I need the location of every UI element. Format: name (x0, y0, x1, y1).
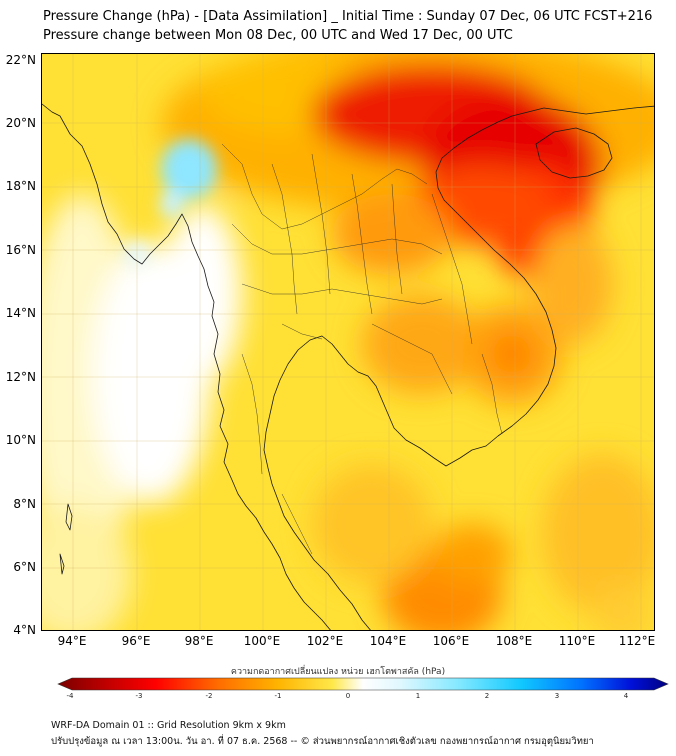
lat-label: 6°N (13, 560, 36, 574)
lat-label: 10°N (5, 433, 36, 447)
colorbar-tick: -3 (135, 692, 143, 700)
colorbar-tick: -4 (66, 692, 74, 700)
lat-label: 22°N (5, 53, 36, 67)
pressure-field-map (42, 54, 654, 630)
lat-label: 18°N (5, 179, 36, 193)
colorbar-tick: -2 (205, 692, 213, 700)
lon-label: 102°E (306, 634, 344, 648)
colorbar-tick: 4 (623, 692, 629, 700)
lat-label: 14°N (5, 306, 36, 320)
colorbar-tick: 0 (345, 692, 351, 700)
lon-label: 98°E (184, 634, 214, 648)
lon-label: 104°E (369, 634, 407, 648)
province-borders (221, 143, 503, 555)
lat-label: 4°N (13, 623, 36, 637)
colorbar-tick: 2 (484, 692, 490, 700)
lon-label: 110°E (558, 634, 596, 648)
lon-label: 108°E (495, 634, 533, 648)
coastline (42, 103, 654, 630)
lat-label: 16°N (5, 243, 36, 257)
model-info: WRF-DA Domain 01 :: Grid Resolution 9km … (51, 720, 286, 731)
lon-label: 112°E (618, 634, 656, 648)
lon-label: 94°E (57, 634, 87, 648)
map-panel (41, 53, 655, 631)
lat-label: 8°N (13, 497, 36, 511)
lon-label: 106°E (432, 634, 470, 648)
colorbar-tick: 1 (415, 692, 421, 700)
colorbar (57, 677, 669, 691)
colorbar-tick: 3 (554, 692, 560, 700)
map-subtitle: Pressure change between Mon 08 Dec, 00 U… (43, 28, 513, 43)
lat-label: 12°N (5, 370, 36, 384)
lat-label: 20°N (5, 116, 36, 130)
lon-label: 100°E (243, 634, 281, 648)
graticule (42, 54, 654, 630)
positive-change-area (123, 139, 217, 266)
lon-label: 96°E (121, 634, 151, 648)
colorbar-title: ความกดอากาศเปลี่ยนแปลง หน่วย เฮกโตพาสคัล… (230, 667, 446, 677)
colorbar-tick: -1 (274, 692, 282, 700)
credit-line: ปรับปรุงข้อมูล ณ เวลา 13:00น. วัน อา. ที… (51, 736, 594, 747)
map-title: Pressure Change (hPa) - [Data Assimilati… (43, 9, 653, 24)
